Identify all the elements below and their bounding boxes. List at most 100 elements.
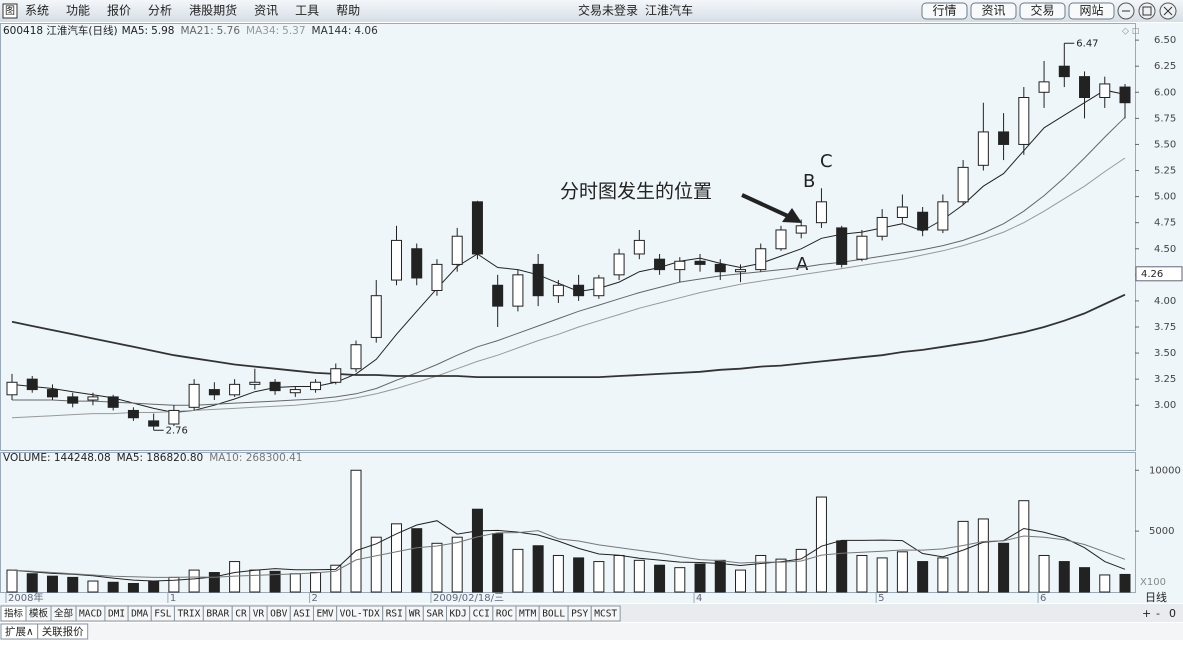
menu-bar bbox=[0, 0, 1183, 22]
volume-bar bbox=[998, 542, 1010, 593]
annotation-arrow-head bbox=[782, 208, 802, 223]
toolbar-button-label: 网站 bbox=[1079, 4, 1103, 18]
volume-bar bbox=[1079, 567, 1091, 593]
login-status: 交易未登录 bbox=[578, 3, 638, 18]
volume-bar bbox=[815, 496, 827, 593]
indicator-tab-label: EMV bbox=[316, 609, 333, 620]
app-icon bbox=[2, 3, 18, 19]
volume-bar bbox=[876, 557, 888, 593]
volume-bar bbox=[1038, 554, 1050, 593]
menu-item[interactable]: 分析 bbox=[148, 4, 172, 18]
candle-body bbox=[370, 295, 382, 338]
volume-bar bbox=[310, 572, 322, 593]
restore-glyph bbox=[1142, 6, 1152, 16]
annotation: 分时图发生的位置 bbox=[560, 181, 712, 203]
pane-icons: ◇ ◻ bbox=[1122, 27, 1139, 37]
volume-bar bbox=[633, 559, 645, 593]
toolbar-button[interactable] bbox=[1068, 2, 1115, 20]
volume-bar bbox=[977, 518, 989, 593]
candle-body bbox=[168, 409, 180, 425]
app-icon-glyph: 图 bbox=[5, 5, 15, 17]
indicator-tab[interactable] bbox=[590, 605, 621, 622]
menu-item[interactable]: 功能 bbox=[66, 4, 90, 18]
candle-body bbox=[289, 389, 301, 394]
toolbar-button-label: 资讯 bbox=[981, 4, 1005, 18]
candle-body bbox=[714, 263, 726, 273]
candle-body bbox=[795, 225, 807, 234]
candle-body bbox=[107, 396, 119, 408]
volume-bar bbox=[269, 570, 281, 593]
candle-body bbox=[552, 284, 564, 297]
y-tick-label: 3.25 bbox=[1154, 374, 1176, 385]
y-tick-label: 3.50 bbox=[1154, 348, 1176, 359]
candle-body bbox=[269, 381, 281, 392]
volume-bar bbox=[937, 557, 949, 593]
menu-item[interactable]: 资讯 bbox=[254, 4, 278, 18]
menu-item[interactable]: 报价 bbox=[107, 3, 131, 18]
candle-body bbox=[330, 368, 342, 383]
indicator-tab-label: VR bbox=[253, 609, 265, 620]
candle-body bbox=[815, 201, 827, 224]
y-tick-label: 6.25 bbox=[1154, 61, 1176, 72]
menu-item[interactable]: 帮助 bbox=[336, 4, 360, 18]
toolbar-button[interactable] bbox=[921, 2, 968, 20]
point-label: B bbox=[803, 171, 815, 192]
moving-average bbox=[11, 157, 1126, 419]
candle-body bbox=[6, 381, 18, 396]
volume-bar bbox=[775, 558, 787, 593]
candle-body bbox=[876, 216, 888, 237]
indicator-tab-label: KDJ bbox=[450, 609, 467, 620]
bottom-tab[interactable] bbox=[37, 623, 89, 640]
menu-item[interactable]: 港股期货 bbox=[189, 3, 237, 18]
indicator-tab-label: ROC bbox=[496, 609, 513, 620]
toolbar-button[interactable] bbox=[970, 2, 1017, 20]
candle-body bbox=[208, 389, 220, 396]
candle-body bbox=[735, 269, 747, 273]
candle-body bbox=[67, 396, 79, 404]
unit-label: X100 bbox=[1140, 577, 1166, 588]
menu-item[interactable]: 系统 bbox=[25, 4, 49, 18]
high-label: 6.47 bbox=[1076, 38, 1098, 49]
restore-button[interactable] bbox=[1138, 2, 1156, 20]
candle-body bbox=[775, 229, 787, 250]
volume-bar bbox=[26, 573, 38, 593]
x-tick-label: 2009/02/18/三 bbox=[433, 593, 504, 604]
candle-body bbox=[896, 206, 908, 218]
chart-background bbox=[0, 23, 1183, 603]
volume-bar bbox=[350, 469, 362, 593]
indicator-tab-label: BRAR bbox=[206, 609, 229, 620]
legend-name: MA34: bbox=[246, 25, 279, 37]
zoom-in[interactable]: + bbox=[1142, 607, 1151, 620]
candle-body bbox=[249, 381, 261, 385]
bottom-bar bbox=[0, 623, 1183, 640]
indicator-tab-label: CR bbox=[235, 609, 247, 620]
stock-name: 江淮汽车 bbox=[645, 3, 693, 18]
volume-bar bbox=[856, 554, 868, 593]
volume-bar bbox=[613, 554, 625, 593]
candle-body bbox=[229, 383, 241, 396]
zoom-out[interactable]: - bbox=[1156, 607, 1160, 620]
moving-average bbox=[11, 293, 1126, 378]
volume-bar bbox=[451, 536, 463, 593]
candle-body bbox=[957, 166, 969, 203]
indicator-tab-label: 指标 bbox=[4, 608, 24, 620]
candle-body bbox=[1058, 65, 1070, 78]
volume-pane bbox=[0, 452, 1136, 593]
candle-body bbox=[1119, 86, 1131, 104]
cursor-price-box bbox=[1135, 266, 1183, 282]
y-tick-label: 5.75 bbox=[1154, 113, 1176, 124]
candle-body bbox=[998, 131, 1010, 145]
volume-bar bbox=[532, 545, 544, 593]
zoom-reset[interactable]: 0 bbox=[1169, 607, 1176, 620]
candle-body bbox=[492, 284, 504, 307]
volume-bar bbox=[1099, 574, 1111, 593]
x-tick-label: 6 bbox=[1040, 593, 1046, 604]
period-label: 日线 bbox=[1145, 590, 1167, 604]
legend-name: MA5: bbox=[122, 25, 148, 37]
volume-bar bbox=[87, 580, 99, 593]
menu-item[interactable]: 工具 bbox=[295, 4, 319, 18]
y-tick-label: 6.00 bbox=[1154, 87, 1176, 98]
indicator-tab-label: 模板 bbox=[29, 608, 49, 620]
y-tick-label: 5.25 bbox=[1154, 166, 1176, 177]
toolbar-button[interactable] bbox=[1019, 2, 1066, 20]
